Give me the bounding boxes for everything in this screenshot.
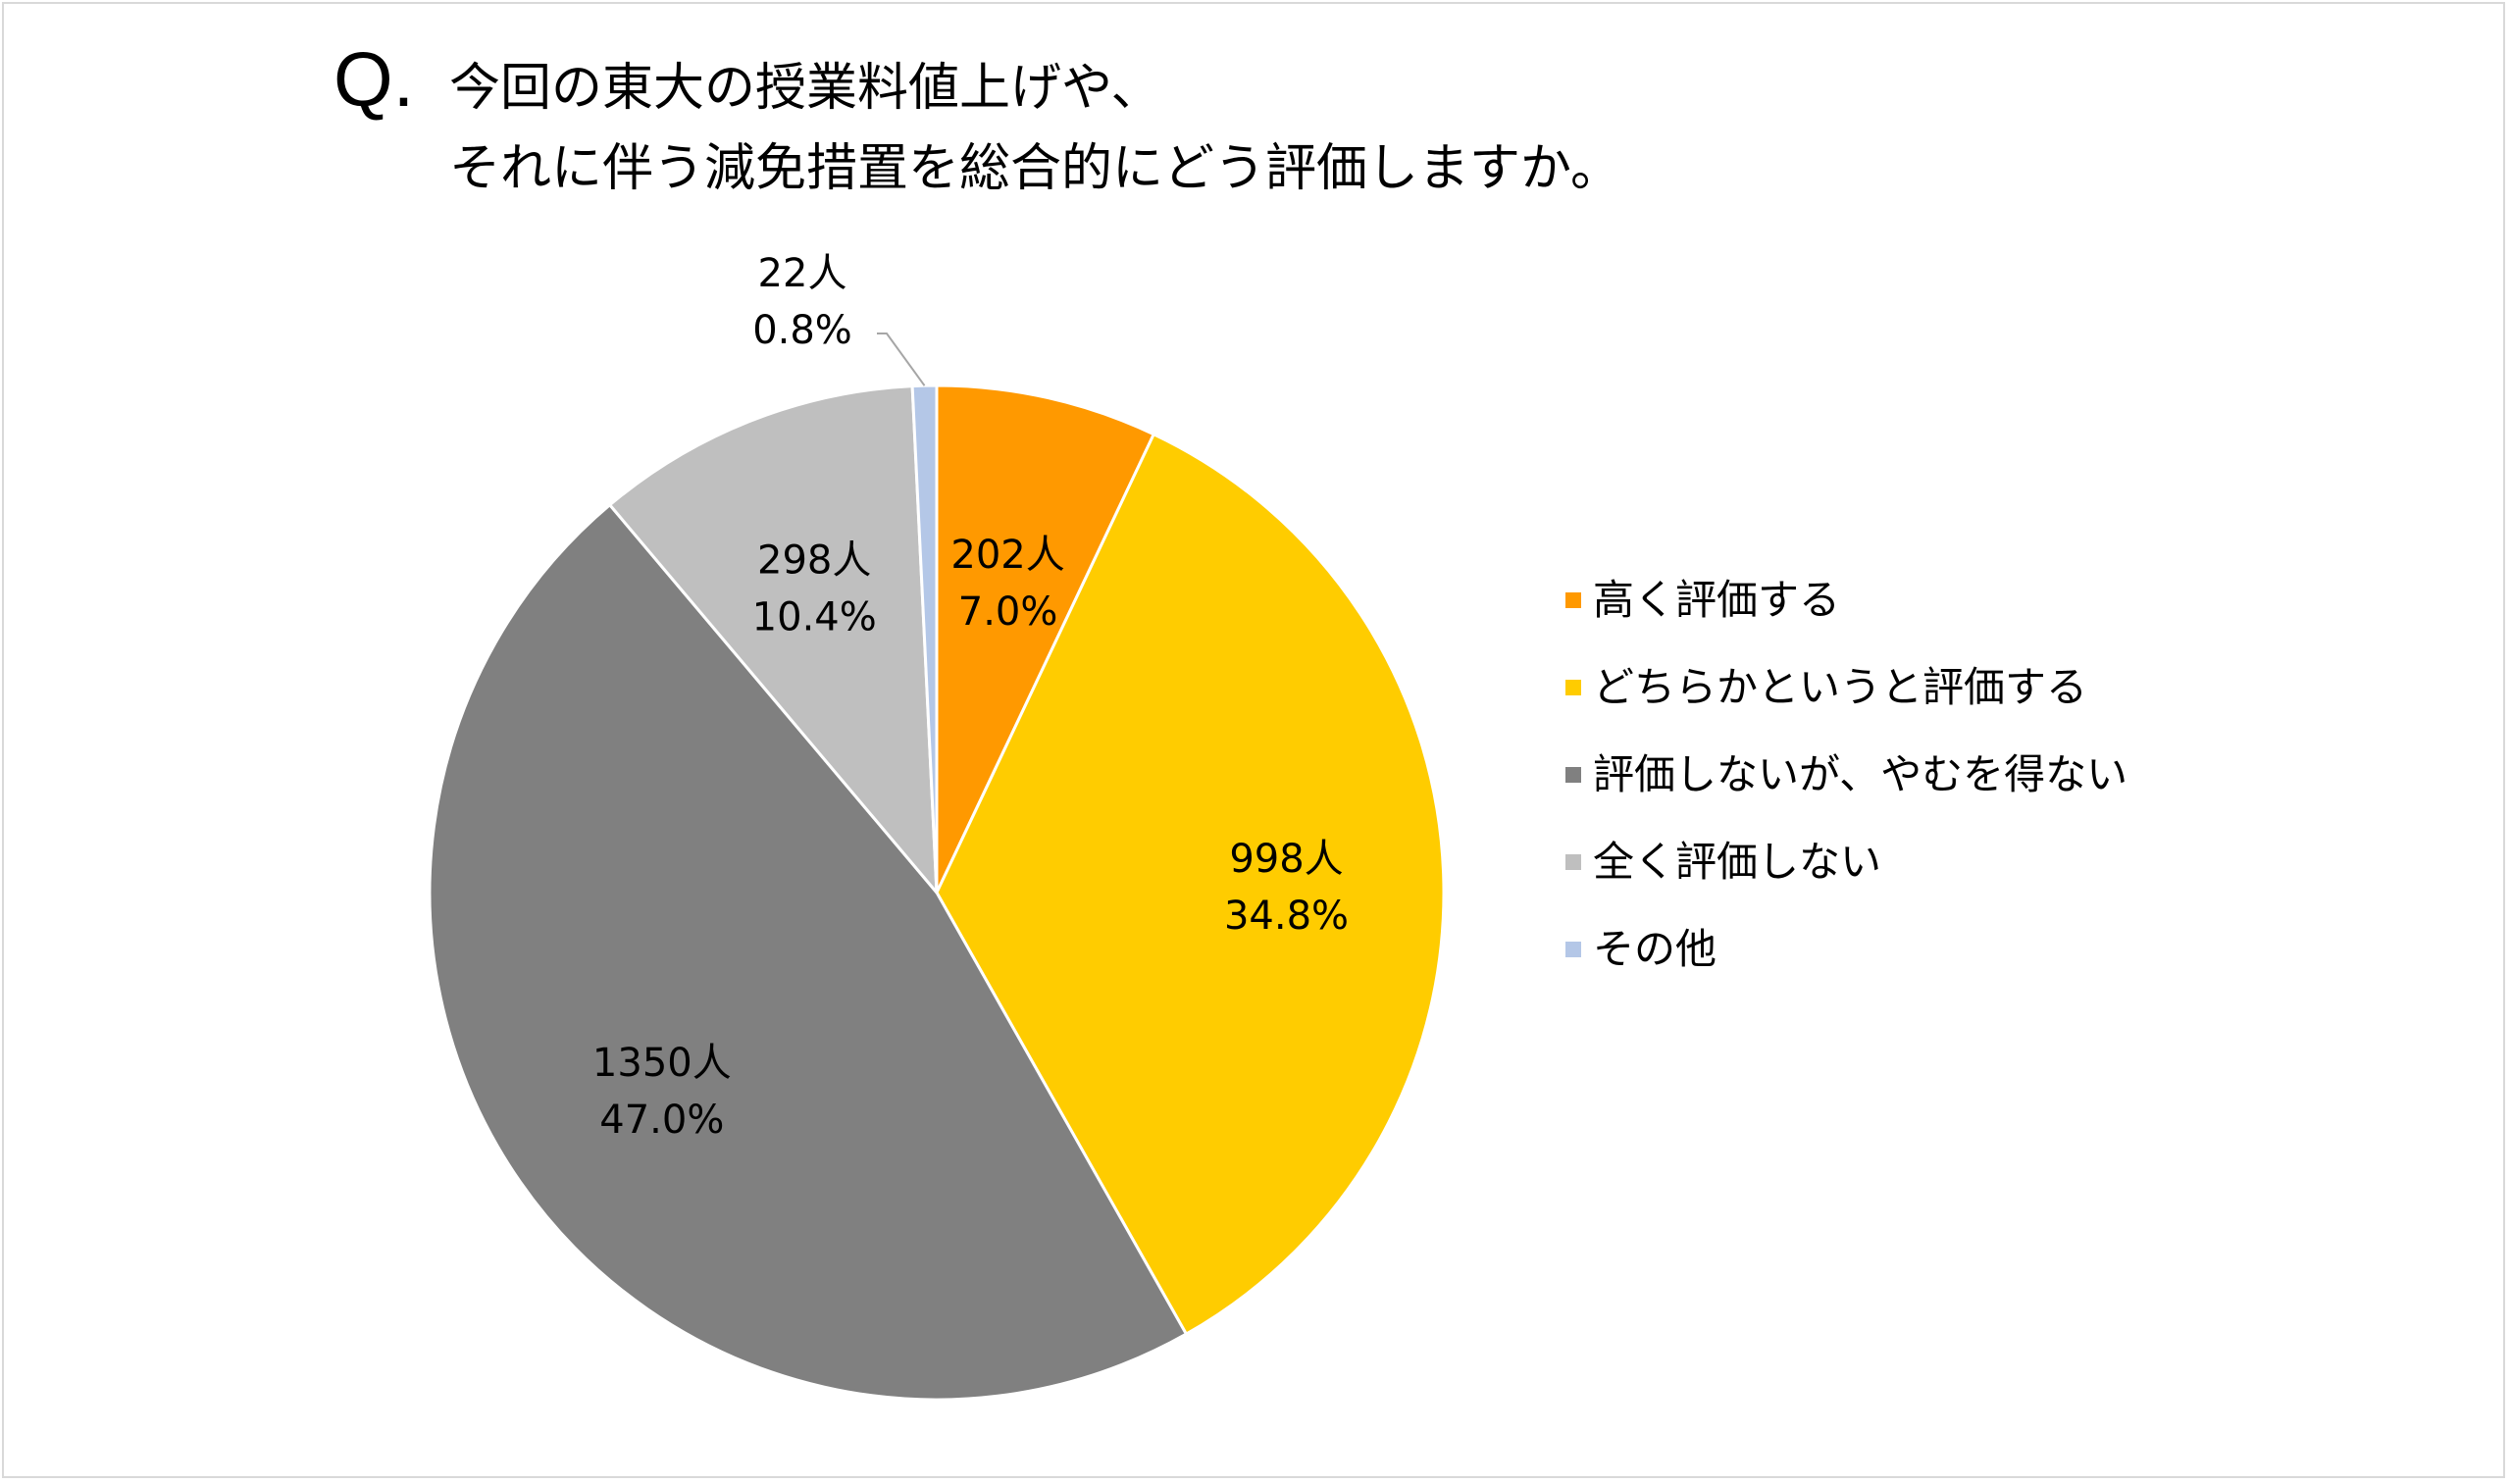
pie-slice-somewhat	[935, 433, 1446, 1336]
slice-label-not-at-all: 298人 10.4%	[752, 537, 877, 640]
pie-slice-not-at-all	[608, 384, 939, 895]
slice-percent-label: 47.0%	[599, 1098, 724, 1143]
legend-item-high: 高く評価する	[1565, 556, 2127, 643]
legend-item-unavoidable: 評価しないが、やむを得ない	[1565, 731, 2127, 818]
slice-count-label: 202人	[950, 533, 1064, 578]
legend-item-somewhat: どちらかというと評価する	[1565, 643, 2127, 731]
slice-label-unavoidable: 1350人 47.0%	[592, 1041, 732, 1143]
legend-label: 高く評価する	[1593, 575, 1841, 624]
legend-swatch	[1565, 591, 1581, 608]
legend-swatch	[1565, 766, 1581, 783]
slice-percent-label: 34.8%	[1224, 894, 1349, 939]
legend-label: 全く評価しない	[1593, 837, 1882, 886]
legend-label: 評価しないが、やむを得ない	[1593, 749, 2128, 798]
slice-percent-label: 0.8%	[752, 308, 852, 353]
question-title-line-2: それに伴う減免措置を総合的にどう評価しますか。	[449, 139, 1621, 198]
legend-swatch	[1565, 941, 1581, 957]
legend-item-other: その他	[1565, 905, 2127, 993]
slice-label-somewhat: 998人 34.8%	[1224, 837, 1349, 939]
slice-label-other: 22人 0.8%	[752, 251, 852, 353]
slice-percent-label: 7.0%	[958, 589, 1058, 635]
slice-count-label: 1350人	[592, 1041, 732, 1086]
slice-count-label: 998人	[1229, 837, 1343, 882]
chart-legend: 高く評価する どちらかというと評価する 評価しないが、やむを得ない 全く評価しな…	[1565, 556, 2127, 993]
slice-count-label: 22人	[758, 251, 847, 296]
slice-count-label: 298人	[757, 537, 871, 583]
slice-percent-label: 10.4%	[752, 594, 877, 640]
question-mark: Q.	[333, 36, 415, 123]
pie-slice-other	[910, 384, 939, 895]
pie-slice-high	[935, 384, 1155, 895]
legend-swatch	[1565, 679, 1581, 695]
legend-swatch	[1565, 853, 1581, 870]
leader-line	[877, 333, 926, 386]
legend-item-not-at-all: 全く評価しない	[1565, 818, 2127, 905]
question-title-line-1: 今回の東大の授業料値上げや、	[449, 59, 1162, 118]
pie-slice-unavoidable	[428, 503, 1188, 1402]
slice-label-high: 202人 7.0%	[950, 533, 1064, 635]
legend-label: どちらかというと評価する	[1593, 662, 2088, 711]
legend-label: その他	[1593, 924, 1717, 973]
